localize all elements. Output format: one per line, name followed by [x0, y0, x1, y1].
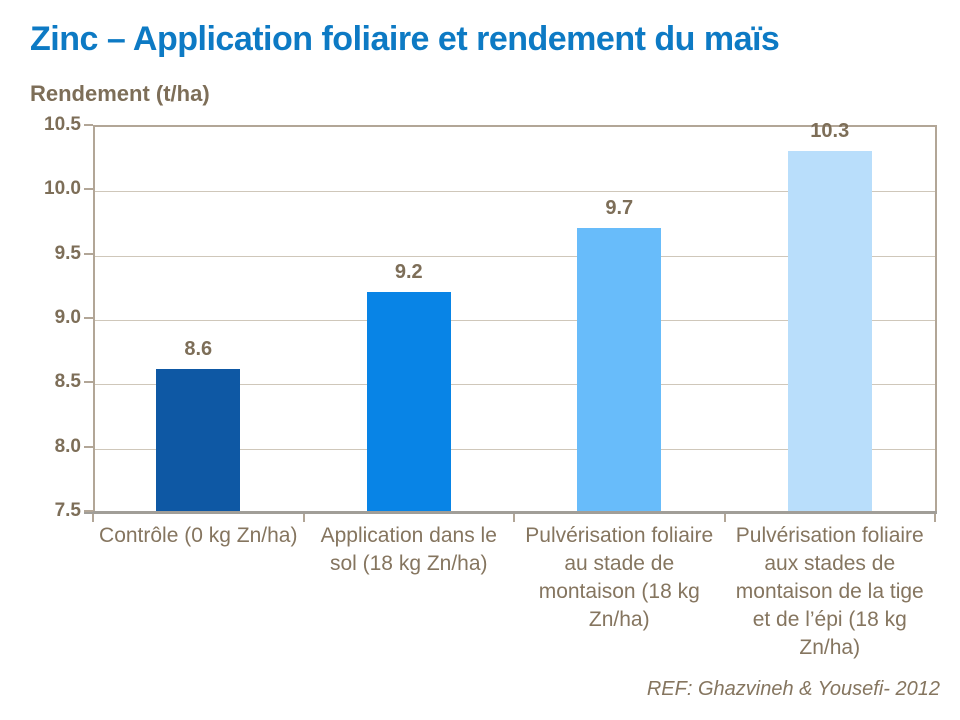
bar [366, 292, 451, 511]
y-axis-tick [84, 510, 93, 512]
bar [156, 369, 241, 511]
plot-area [93, 125, 937, 513]
x-axis-tick [723, 514, 726, 522]
x-axis-tick [513, 514, 515, 522]
x-axis-tick [302, 514, 305, 522]
gridline [93, 191, 935, 193]
y-axis-tick [84, 317, 93, 319]
y-axis-line [93, 125, 95, 514]
y-tick-label: 7.5 [54, 500, 81, 521]
y-tick-label: 10.0 [44, 178, 81, 200]
bar-value-label: 10.3 [810, 119, 850, 142]
gridline [93, 384, 935, 386]
x-category-label: Application dans le sol (18 kg Zn/ha) [320, 524, 497, 575]
page-title: Zinc – Application foliaire et rendement… [30, 20, 780, 58]
bar [787, 150, 872, 511]
bar [577, 227, 662, 511]
y-axis-tick [84, 124, 93, 126]
y-axis-tick [84, 445, 93, 448]
reference-text: REF: Ghazvineh & Yousefi- 2012 [646, 678, 940, 700]
y-tick-label: 8.5 [54, 371, 81, 393]
y-axis-tick [84, 252, 93, 255]
x-axis-tick [934, 514, 936, 522]
y-axis-title: Rendement (t/ha) [30, 81, 210, 106]
bar-value-label: 9.7 [605, 196, 634, 219]
x-category-label: Pulvérisation foliaire aux stades de mon… [735, 524, 924, 659]
y-axis-tick [84, 381, 93, 384]
x-axis-line [84, 511, 937, 514]
bar-value-label: 8.6 [184, 338, 213, 361]
y-tick-label: 10.5 [44, 114, 81, 135]
x-category-label: Pulvérisation foliaire au stade de monta… [525, 524, 714, 631]
gridline [93, 320, 935, 321]
y-axis-tick [84, 188, 93, 191]
gridline [93, 448, 935, 450]
y-tick-label: 9.0 [54, 307, 81, 328]
y-tick-label: 9.5 [54, 242, 81, 264]
y-tick-label: 8.0 [54, 435, 81, 457]
x-axis-tick [92, 514, 94, 522]
bar-value-label: 9.2 [394, 261, 423, 284]
x-category-label: Contrôle (0 kg Zn/ha) [99, 524, 298, 547]
gridline [93, 255, 935, 257]
